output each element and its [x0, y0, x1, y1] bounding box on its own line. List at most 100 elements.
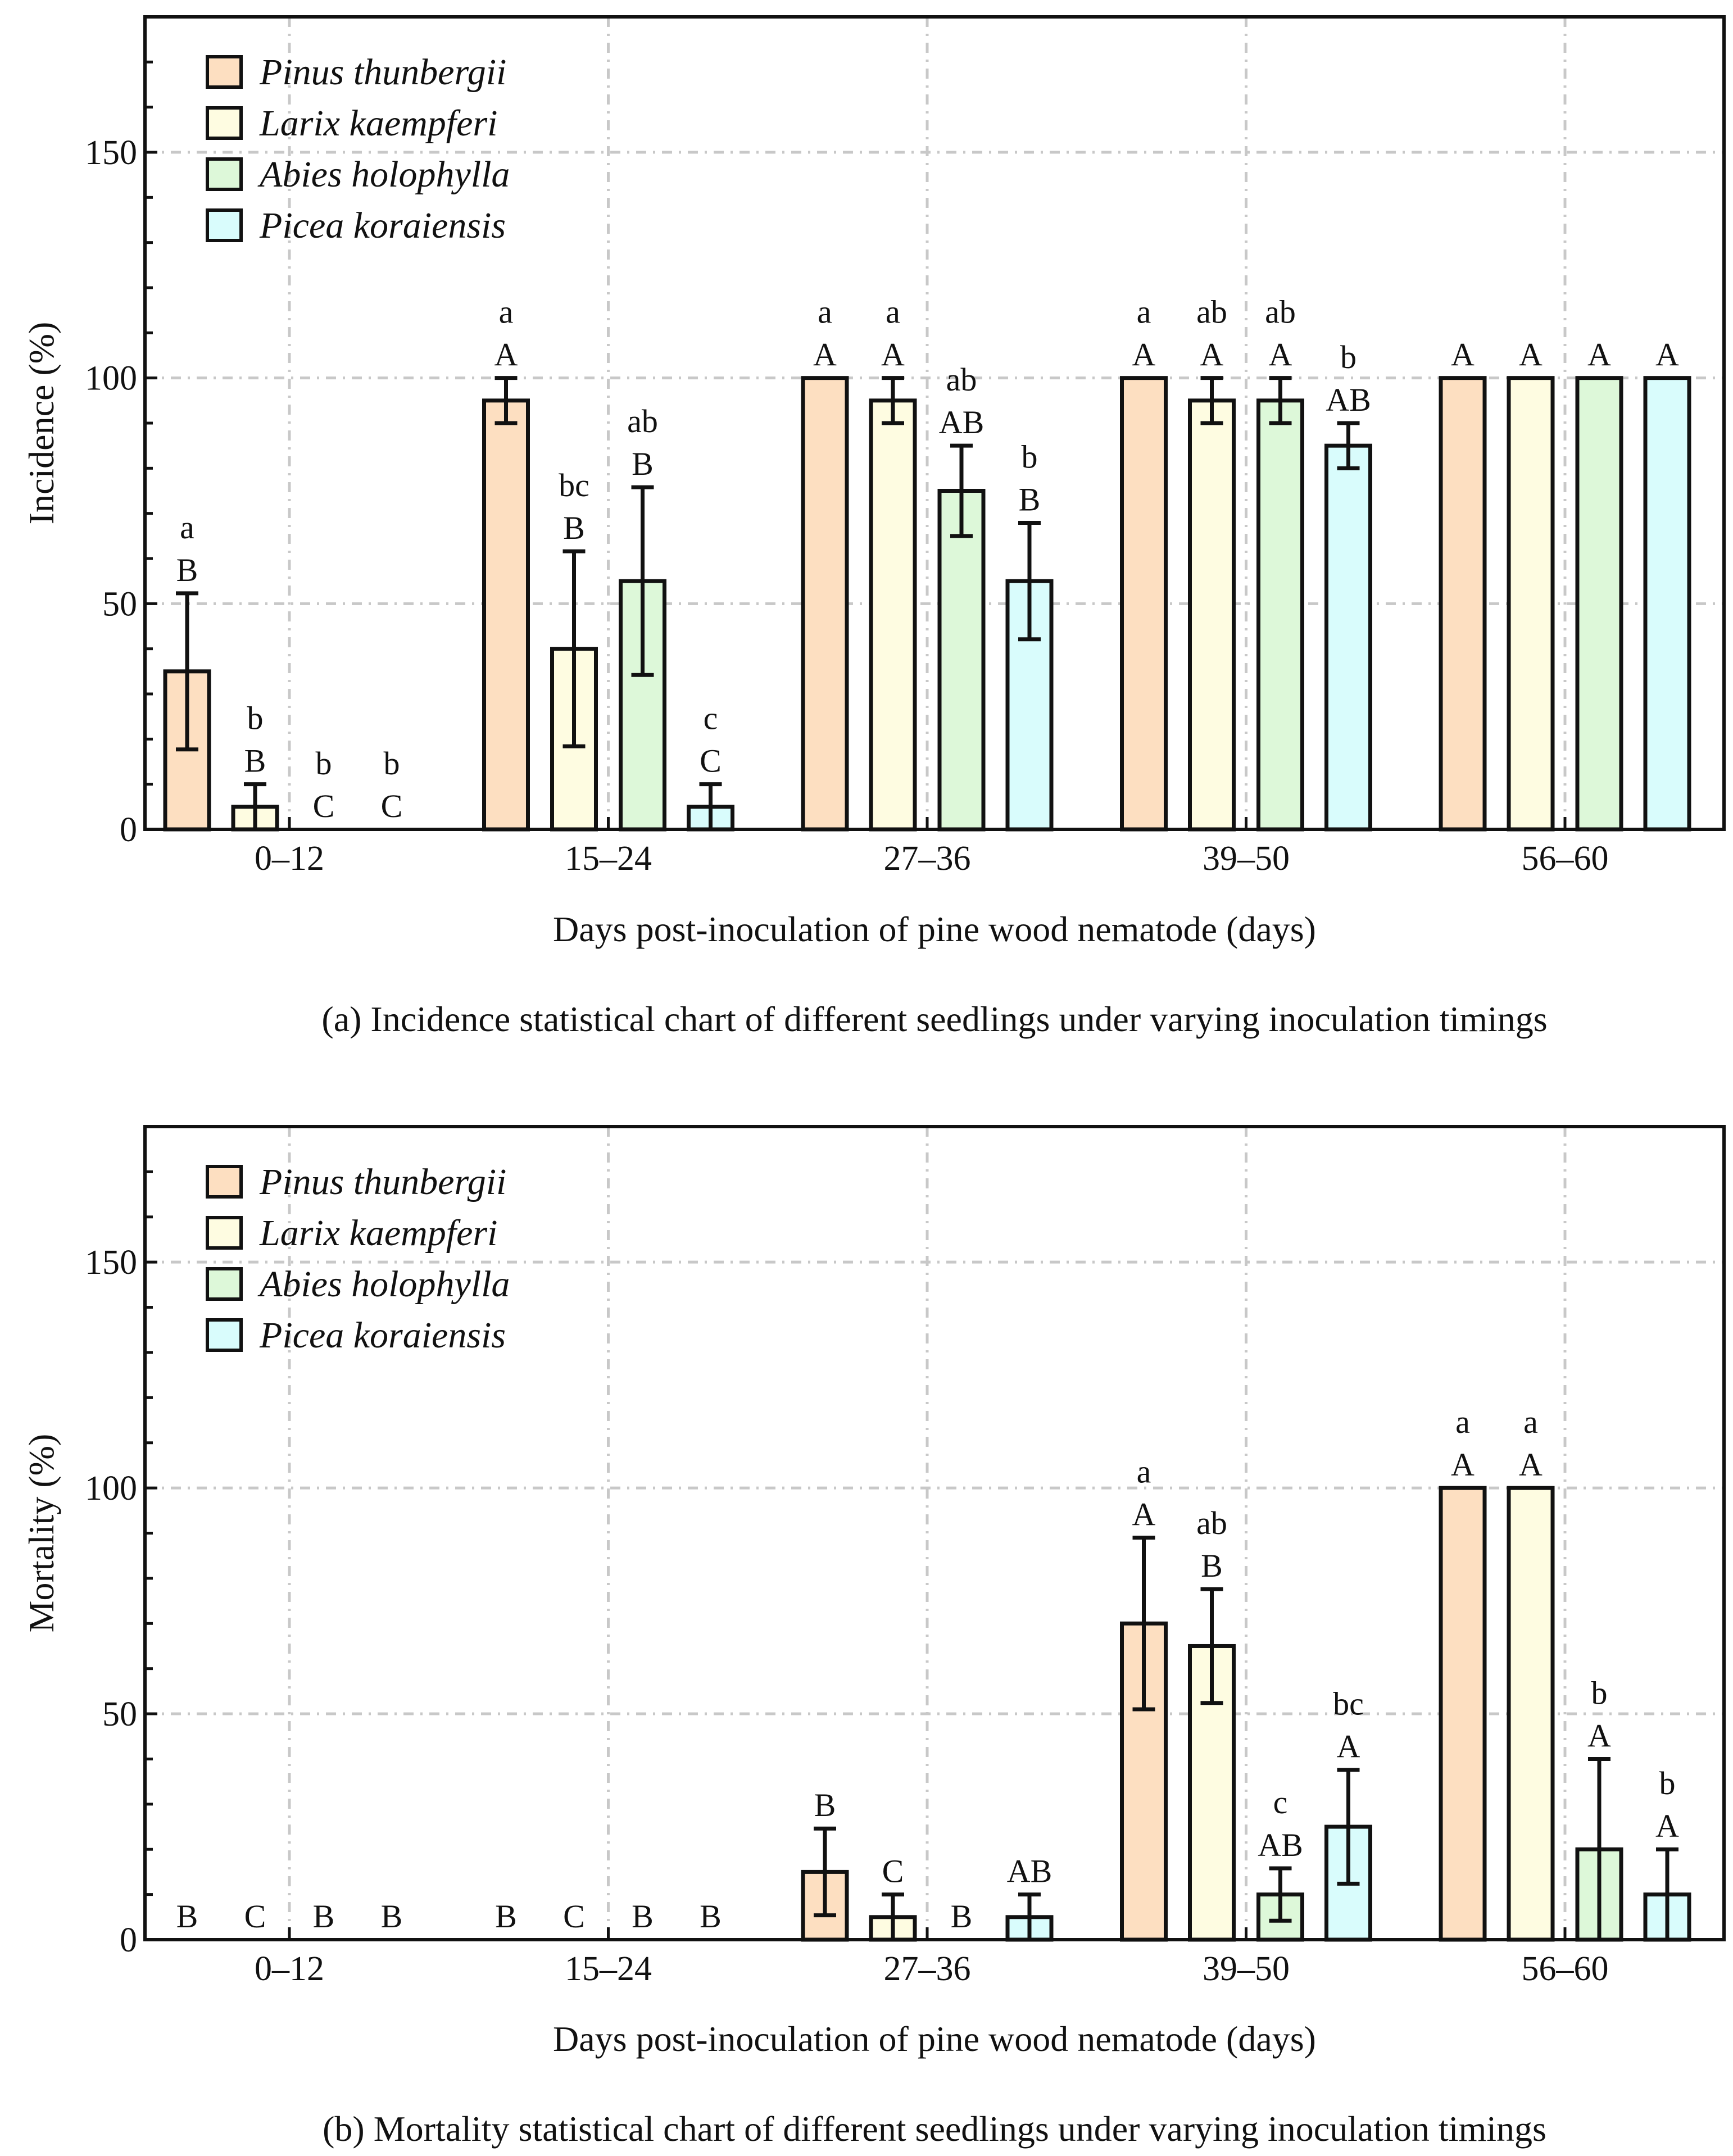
- significance-letter-upper: B: [632, 446, 654, 482]
- significance-letter-lower: a: [886, 294, 900, 330]
- significance-letter-upper: B: [700, 1898, 722, 1935]
- significance-letter-lower: b: [1340, 339, 1357, 375]
- significance-letter-upper: B: [176, 1898, 198, 1935]
- y-tick-label: 0: [120, 811, 137, 849]
- significance-letter-upper: C: [244, 1898, 266, 1935]
- legend-swatch: [206, 1216, 243, 1250]
- bar: [1324, 443, 1372, 832]
- legend-swatch: [206, 157, 243, 191]
- significance-letter-upper: A: [1451, 337, 1475, 373]
- significance-letter-upper: A: [1587, 1717, 1611, 1754]
- significance-letter-lower: b: [1591, 1674, 1608, 1711]
- y-axis-title: Mortality (%): [21, 1434, 61, 1633]
- legend-swatch: [206, 55, 243, 89]
- significance-letter-lower: bc: [559, 467, 589, 503]
- significance-letter-upper: A: [1519, 1446, 1543, 1483]
- legend-label: Larix kaempferi: [259, 1213, 497, 1254]
- bar: [1439, 376, 1487, 832]
- significance-letter-upper: A: [495, 337, 518, 373]
- x-tick-label: 0–12: [255, 839, 324, 878]
- significance-letter-upper: B: [313, 1898, 335, 1935]
- significance-letter-upper: B: [563, 510, 585, 546]
- chart-caption: (a) Incidence statistical chart of diffe…: [321, 999, 1547, 1039]
- significance-letter-upper: AB: [939, 404, 985, 441]
- significance-letter-upper: A: [1451, 1446, 1475, 1483]
- significance-letter-lower: a: [818, 294, 832, 330]
- y-tick-label: 100: [85, 1469, 137, 1508]
- significance-letter-lower: a: [180, 509, 194, 546]
- legend-label: Abies holophylla: [257, 1264, 510, 1305]
- legend-label: Picea koraiensis: [259, 205, 506, 246]
- significance-letter-upper: A: [881, 337, 905, 373]
- bar: [1120, 376, 1168, 832]
- significance-letter-upper: B: [951, 1898, 973, 1935]
- bar: [937, 489, 986, 832]
- y-tick-label: 150: [85, 134, 137, 172]
- legend-label: Picea koraiensis: [259, 1315, 506, 1356]
- significance-letter-lower: a: [1455, 1404, 1470, 1440]
- significance-letter-upper: B: [381, 1898, 403, 1935]
- significance-letter-lower: b: [384, 745, 400, 782]
- significance-letter-upper: C: [700, 743, 722, 779]
- chart-caption: (b) Mortality statistical chart of diffe…: [323, 2109, 1546, 2149]
- y-axis-title: Incidence (%): [21, 322, 61, 525]
- x-tick-label: 27–36: [884, 839, 971, 878]
- significance-letter-upper: C: [563, 1898, 585, 1935]
- significance-letter-lower: a: [499, 294, 514, 330]
- x-tick-label: 56–60: [1522, 839, 1609, 878]
- x-tick-label: 15–24: [565, 839, 652, 878]
- significance-letter-lower: a: [1137, 1454, 1151, 1490]
- significance-letter-upper: AB: [1258, 1827, 1303, 1863]
- significance-letter-upper: A: [1132, 337, 1156, 373]
- legend: Pinus thunbergii Larix kaempferi Abies hol…: [206, 52, 510, 246]
- significance-letter-upper: B: [1201, 1547, 1223, 1584]
- significance-letter-lower: b: [1659, 1765, 1676, 1801]
- y-tick-label: 0: [120, 1921, 137, 1959]
- significance-letter-upper: A: [1337, 1728, 1360, 1765]
- x-axis-title: Days post-inoculation of pine wood nemat…: [553, 2019, 1316, 2059]
- significance-letter-upper: B: [176, 552, 198, 588]
- legend-swatch: [206, 1165, 243, 1199]
- bar: [801, 376, 849, 832]
- y-tick-label: 150: [85, 1243, 137, 1282]
- significance-letter-lower: ab: [1196, 1505, 1227, 1541]
- x-tick-label: 56–60: [1522, 1950, 1609, 1988]
- legend-swatch: [206, 1267, 243, 1301]
- significance-letter-lower: ab: [1265, 294, 1296, 330]
- significance-letter-upper: C: [381, 788, 403, 824]
- significance-letter-upper: A: [1132, 1496, 1156, 1533]
- bar: [482, 398, 530, 832]
- y-tick-label: 100: [85, 360, 137, 398]
- significance-letter-upper: B: [495, 1898, 517, 1935]
- significance-letter-upper: A: [1655, 1808, 1679, 1844]
- significance-letter-upper: B: [632, 1898, 654, 1935]
- significance-letter-lower: ab: [627, 403, 658, 439]
- significance-letter-upper: B: [814, 1787, 836, 1823]
- x-axis-title: Days post-inoculation of pine wood nemat…: [553, 909, 1316, 949]
- legend-swatch: [206, 106, 243, 140]
- legend-swatch: [206, 208, 243, 242]
- significance-letter-lower: b: [316, 745, 332, 782]
- significance-letter-upper: A: [1269, 337, 1292, 373]
- bar: [1507, 376, 1555, 832]
- significance-letter-lower: bc: [1333, 1686, 1364, 1722]
- bar: [1643, 376, 1691, 832]
- bar: [1575, 376, 1623, 832]
- significance-letter-upper: A: [1587, 337, 1611, 373]
- significance-letter-upper: AB: [1326, 382, 1371, 418]
- significance-letter-lower: ab: [1196, 294, 1227, 330]
- significance-letter-lower: b: [1022, 439, 1038, 475]
- significance-letter-upper: B: [1019, 482, 1041, 518]
- x-tick-label: 0–12: [255, 1950, 324, 1988]
- significance-letter-upper: A: [813, 337, 837, 373]
- bar: [869, 398, 917, 832]
- legend-label: Larix kaempferi: [259, 103, 497, 144]
- significance-letter-upper: C: [882, 1853, 904, 1890]
- significance-letter-upper: B: [244, 743, 266, 779]
- y-tick-label: 50: [102, 1695, 137, 1733]
- bar: [1439, 1486, 1487, 1942]
- significance-letter-upper: AB: [1007, 1853, 1052, 1890]
